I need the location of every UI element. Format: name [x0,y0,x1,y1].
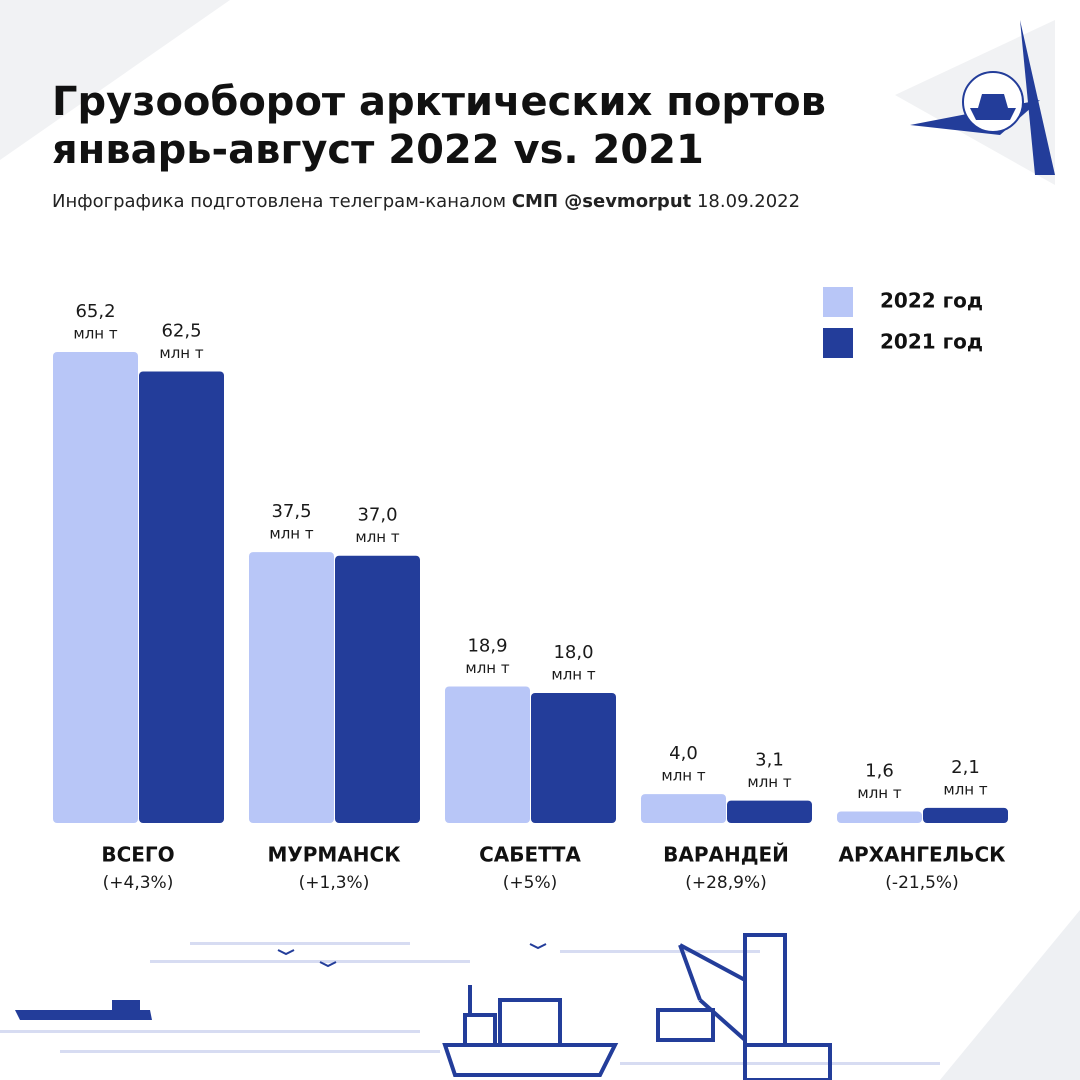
unit-label: млн т [747,773,791,791]
title: январь-август 2022 vs. 2021 [52,127,704,173]
legend-label: 2022 год [880,289,983,313]
subtitle-source: СМП @sevmorput [512,191,692,212]
unit-label: млн т [943,780,987,798]
value-label: 18,9 [467,635,507,656]
value-label: 18,0 [553,642,593,663]
unit-label: млн т [661,767,705,785]
subtitle-date: 18.09.2022 [697,191,800,212]
bar [923,807,1008,823]
subtitle: Инфографика подготовлена телеграм-канало… [52,191,800,212]
category-label: САБЕТТА [479,843,581,867]
value-label: 62,5 [161,321,201,342]
unit-label: млн т [465,659,509,677]
bar [727,800,812,823]
legend-swatch [823,287,853,317]
bar [335,555,420,823]
category-label: МУРМАНСК [267,843,401,867]
change-label: (-21,5%) [885,873,958,893]
unit-label: млн т [269,525,313,543]
value-label: 2,1 [951,757,980,778]
value-label: 4,0 [669,743,698,764]
legend-label: 2021 год [880,330,983,354]
bar [53,352,138,823]
change-label: (+4,3%) [103,873,174,893]
unit-label: млн т [159,344,203,362]
bar [641,794,726,823]
unit-label: млн т [73,325,117,343]
category-label: АРХАНГЕЛЬСК [838,843,1006,867]
category-label: ВАРАНДЕЙ [663,843,789,867]
legend-swatch [823,328,853,358]
title: Грузооборот арктических портов [52,79,826,125]
value-label: 37,0 [357,505,397,526]
change-label: (+1,3%) [299,873,370,893]
bar [249,552,334,823]
bar [837,811,922,823]
change-label: (+5%) [503,873,557,893]
bar [445,686,530,823]
subtitle-text: Инфографика подготовлена телеграм-канало… [52,191,506,212]
bar [139,371,224,823]
value-label: 65,2 [75,301,115,322]
bar [531,692,616,823]
value-label: 37,5 [271,501,311,522]
unit-label: млн т [355,528,399,546]
category-label: ВСЕГО [101,843,174,867]
value-label: 1,6 [865,760,894,781]
unit-label: млн т [857,784,901,802]
unit-label: млн т [551,665,595,683]
value-label: 3,1 [755,750,784,771]
change-label: (+28,9%) [685,873,767,893]
